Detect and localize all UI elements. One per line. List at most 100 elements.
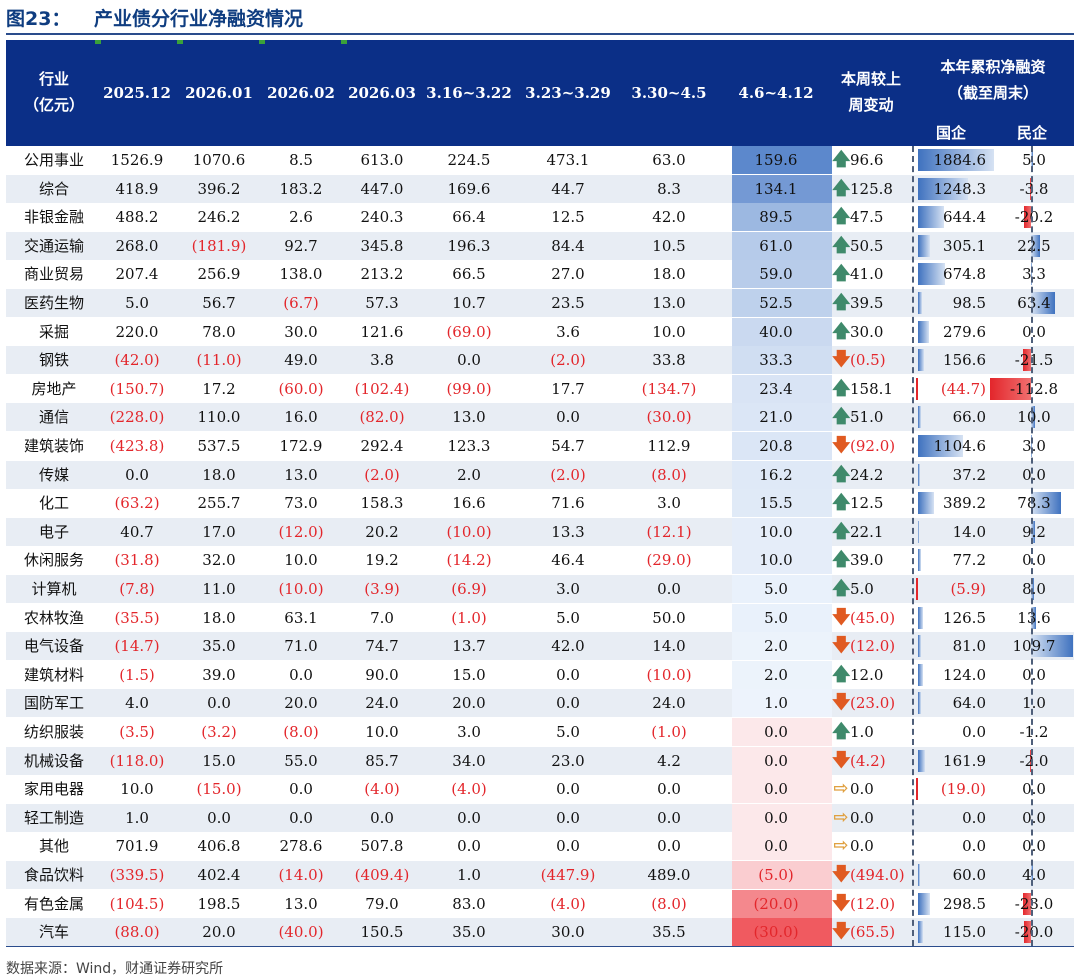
value-cell: 159.6 <box>754 151 798 169</box>
value-cell: 196.3 <box>447 236 491 255</box>
value-cell: 489.0 <box>647 866 691 884</box>
table-row: 食品饮料 (339.5) 402.4 (14.0) (409.4) 1.0 (447.9) 4… <box>6 861 1074 889</box>
week-heat-cell <box>732 346 832 375</box>
value-cell: 2.6 <box>289 208 313 227</box>
week-heat-cell <box>732 803 832 832</box>
week-change-cell: 🡇(0.5) <box>832 346 916 374</box>
week-change-value: 39.5 <box>850 294 884 312</box>
value-cell: 207.4 <box>115 265 159 284</box>
private-value: 78.3 <box>1017 494 1051 513</box>
table-row: 电子 40.7 17.0 (12.0) 20.2 (10.0) 13.3 (12.1) 10.0… <box>6 517 1074 546</box>
soe-value: 66.0 <box>952 408 986 427</box>
soe-value: 124.0 <box>943 665 986 684</box>
value-cell: 16.2 <box>759 465 793 484</box>
private-cumulative-cell: 0.0 <box>990 661 1074 689</box>
value-cell: 0.0 <box>764 751 788 770</box>
soe-bar <box>918 349 925 372</box>
soe-value: 98.5 <box>952 294 986 312</box>
header-week-change-line2: 周变动 <box>848 96 894 114</box>
value-cell: 110.0 <box>197 408 241 427</box>
value-cell: 138.0 <box>279 265 323 284</box>
private-bar <box>1031 234 1040 257</box>
value-cell: 46.4 <box>551 551 585 570</box>
table-row: 建筑材料 (1.5) 39.0 0.0 90.0 15.0 0.0 (10.0) 2.0 🡅12.… <box>6 660 1074 689</box>
value-cell: (60.0) <box>278 379 324 398</box>
private-bar <box>1030 749 1031 772</box>
soe-cumulative-cell: 14.0 <box>912 518 990 546</box>
arrow-up-icon: 🡅 <box>832 149 851 170</box>
table-row: 机械设备 (118.0) 15.0 55.0 85.7 34.0 23.0 4.2 0.0 🡇(4… <box>6 746 1074 775</box>
value-cell: 0.0 <box>207 808 231 827</box>
value-cell: 35.0 <box>202 637 236 656</box>
value-cell: 18.0 <box>202 608 236 627</box>
value-cell: 19.2 <box>365 551 399 570</box>
header-cumulative-line2: （截至周末） <box>947 84 1038 102</box>
soe-value: 279.6 <box>943 322 986 341</box>
value-cell: 220.0 <box>115 322 159 341</box>
value-cell: 0.0 <box>556 808 580 827</box>
value-cell: (4.0) <box>550 894 586 913</box>
value-cell: 0.0 <box>457 351 481 370</box>
private-bar <box>1031 292 1056 314</box>
private-value: -23.0 <box>1014 894 1054 913</box>
table-row: 化工 (63.2) 255.7 73.0 158.3 16.6 71.6 3.0 15.5 🡅12… <box>6 489 1074 518</box>
value-cell: (134.7) <box>641 379 697 398</box>
figure-number: 图23： <box>6 8 71 30</box>
soe-cumulative-cell: 98.5 <box>912 289 990 317</box>
value-cell: 61.0 <box>759 236 793 255</box>
value-cell: 49.0 <box>284 351 318 370</box>
arrow-up-icon: 🡅 <box>832 177 851 199</box>
value-cell: 21.0 <box>759 408 793 427</box>
value-cell: (88.0) <box>114 923 160 942</box>
soe-cumulative-cell: 644.4 <box>912 203 990 231</box>
week-heat-cell <box>732 718 832 746</box>
value-cell: 0.0 <box>657 580 681 598</box>
private-value: 13.6 <box>1017 608 1051 627</box>
value-cell: 34.0 <box>452 751 486 770</box>
table-row: 其他 701.9 406.8 278.6 507.8 0.0 0.0 0.0 0.0 ⇨0.0 0.… <box>6 832 1074 861</box>
soe-cumulative-cell: 64.0 <box>912 689 990 717</box>
soe-bar <box>918 492 934 515</box>
value-cell: (7.8) <box>119 580 155 598</box>
industry-name: 有色金属 <box>23 894 84 913</box>
soe-value: (44.7) <box>940 379 986 398</box>
table-row: 采掘 220.0 78.0 30.0 121.6 (69.0) 3.6 10.0 40.0 🡅30… <box>6 317 1074 346</box>
industry-name: 机械设备 <box>23 751 84 770</box>
value-cell: 396.2 <box>197 179 241 198</box>
private-value: 109.7 <box>1012 637 1056 656</box>
week-change-value: 50.5 <box>850 236 884 255</box>
soe-bar <box>918 149 994 171</box>
header-week-change-line1: 本周较上 <box>840 70 901 88</box>
week-change-value: 158.1 <box>850 379 893 398</box>
value-cell: 90.0 <box>365 665 399 684</box>
value-cell: 16.6 <box>452 494 486 513</box>
value-cell: 5.0 <box>125 294 149 312</box>
week-heat-cell <box>732 231 832 260</box>
value-cell: 0.0 <box>764 808 788 827</box>
soe-value: 1104.6 <box>933 437 987 455</box>
week-change-value: 30.0 <box>850 322 884 341</box>
week-change-cell: 🡇(494.0) <box>832 861 916 889</box>
soe-cumulative-cell: 1248.3 <box>912 175 990 203</box>
value-cell: 198.5 <box>197 894 241 913</box>
value-cell: (29.0) <box>646 551 692 570</box>
soe-cumulative-cell: 156.6 <box>912 346 990 374</box>
value-cell: (228.0) <box>109 408 165 427</box>
value-cell: (30.0) <box>753 923 799 942</box>
week-change-value: 12.0 <box>850 665 884 684</box>
value-cell: 30.0 <box>284 322 318 341</box>
private-value: 8.0 <box>1022 580 1046 598</box>
week-change-cell: 🡅51.0 <box>832 403 916 431</box>
soe-value: 161.9 <box>943 751 986 770</box>
industry-name: 休闲服务 <box>23 551 84 570</box>
value-cell: 0.0 <box>289 665 313 684</box>
soe-value: 644.4 <box>943 208 986 227</box>
value-cell: 292.4 <box>360 437 404 455</box>
arrow-right-icon: ⇨ <box>833 778 849 800</box>
value-cell: 1526.9 <box>110 151 164 169</box>
header-industry: 行业 （亿元） <box>6 66 102 118</box>
soe-cumulative-cell: 37.2 <box>912 461 990 489</box>
private-value: 22.5 <box>1017 236 1051 255</box>
value-cell: 52.5 <box>759 294 793 312</box>
value-cell: 4.0 <box>125 694 149 713</box>
